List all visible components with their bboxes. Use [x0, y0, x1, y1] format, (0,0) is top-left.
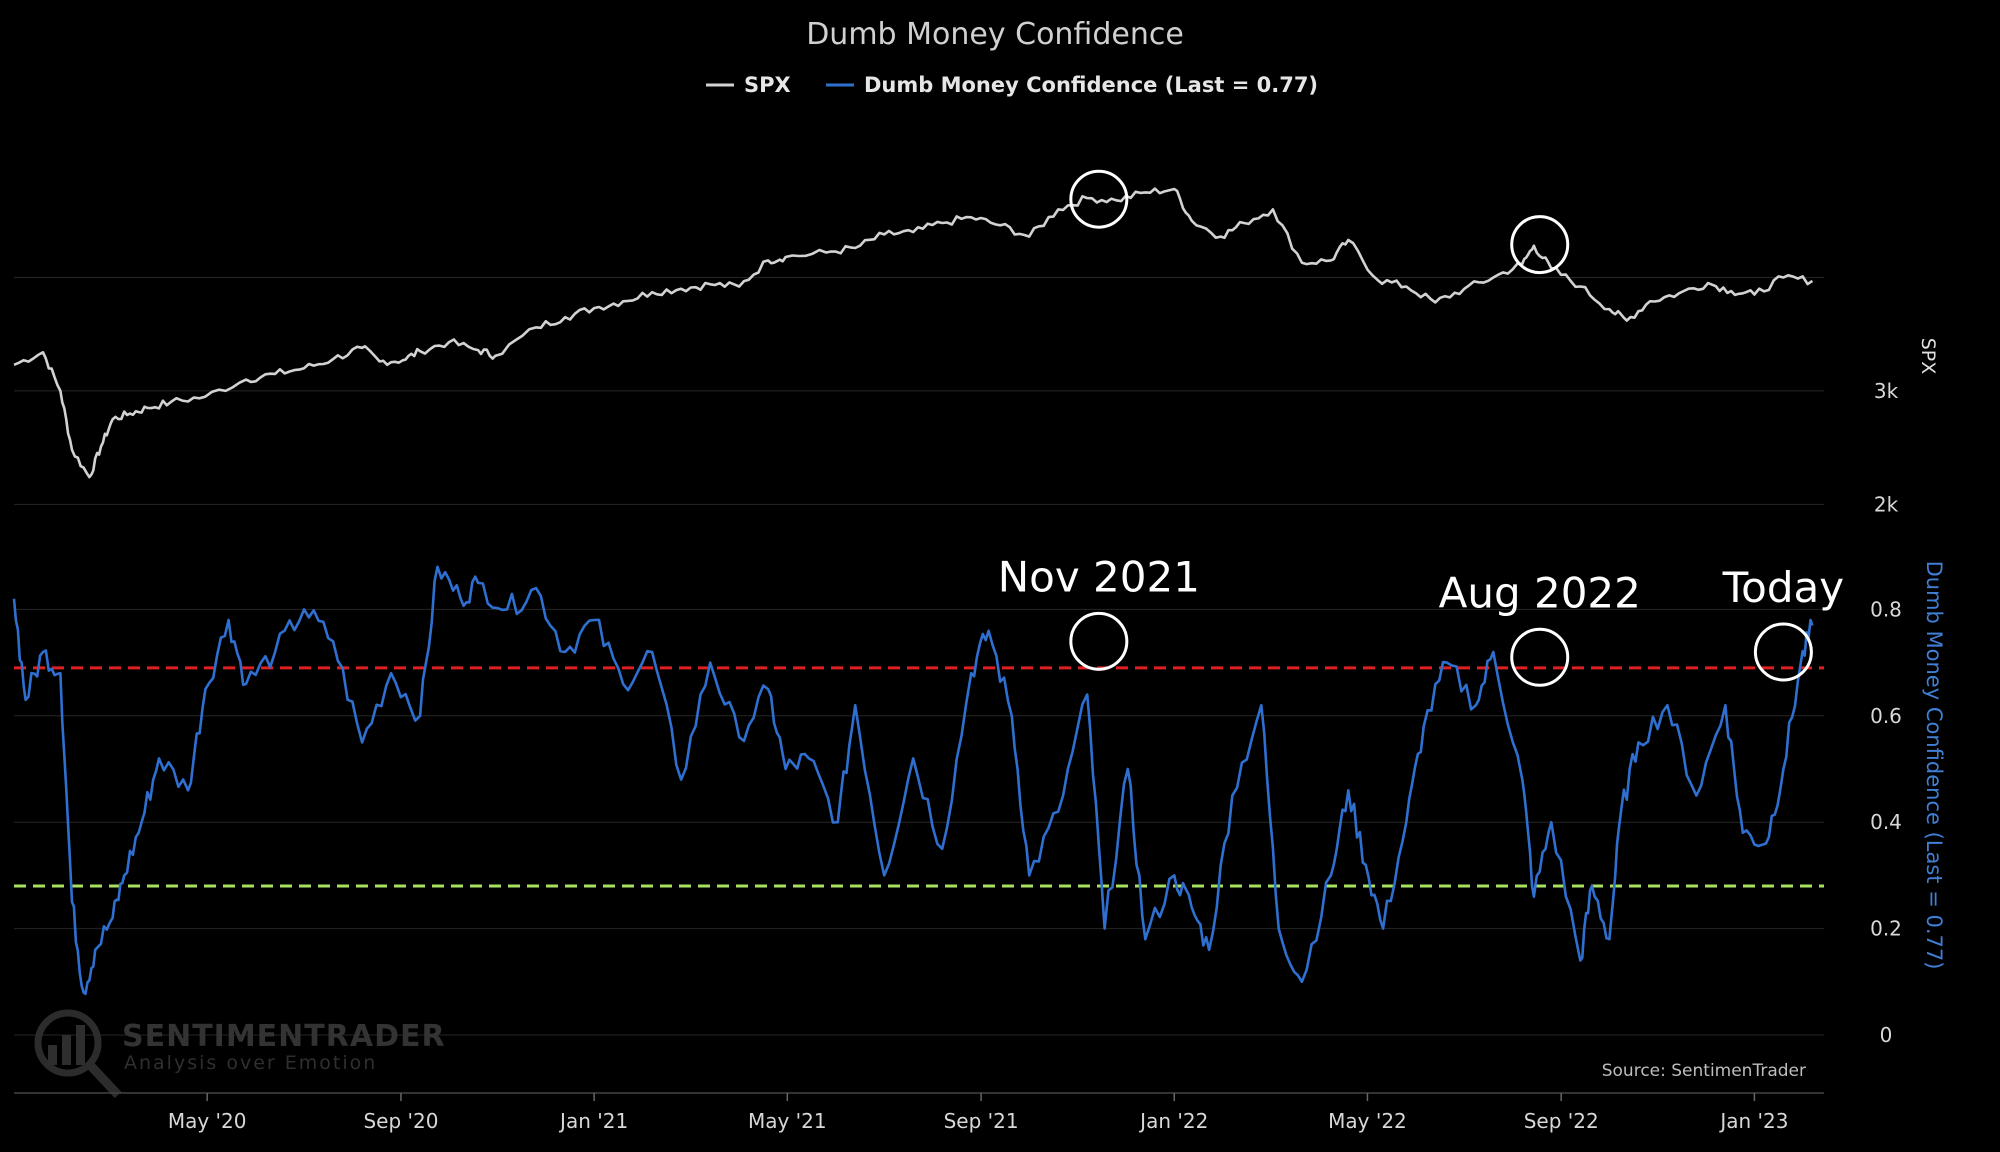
annotation-dmc-circle-1 — [1510, 627, 1570, 687]
x-tick-label-8: Jan '23 — [1718, 1109, 1788, 1133]
annotation-spx-circle-0 — [1069, 169, 1129, 229]
watermark: SENTIMENTRADER Analysis over Emotion — [34, 1009, 446, 1099]
spx-tick-label-1: 3k — [1874, 379, 1899, 403]
source-note: Source: SentimenTrader — [1602, 1061, 1806, 1081]
spx-tick-label-0: 2k — [1874, 492, 1899, 516]
x-tick-label-4: Sep '21 — [944, 1109, 1019, 1133]
spx-axis-title: SPX — [1917, 338, 1939, 375]
grid-lines — [14, 276, 1824, 1036]
spx-axis-ticks: 2k 3k — [1874, 379, 1899, 516]
dmc-tick-label-2: 0.4 — [1870, 810, 1902, 834]
watermark-magnifier-icon — [34, 1009, 102, 1077]
watermark-bar-1 — [48, 1045, 57, 1065]
watermark-bar-2 — [62, 1035, 71, 1065]
legend-entry-spx[interactable]: SPX — [744, 73, 791, 97]
x-tick-label-5: Jan '22 — [1138, 1109, 1208, 1133]
annotation-label-1: Aug 2022 — [1439, 568, 1641, 617]
annotations: Nov 2021 Aug 2022 Today — [998, 169, 1844, 687]
annotation-dmc-circle-0 — [1069, 611, 1129, 671]
dmc-tick-label-0: 0 — [1880, 1023, 1893, 1047]
x-tick-label-3: May '21 — [748, 1109, 827, 1133]
dmc-axis-title: Dumb Money Confidence (Last = 0.77) — [1922, 561, 1946, 970]
x-tick-label-7: Sep '22 — [1524, 1109, 1599, 1133]
x-tick-label-2: Jan '21 — [558, 1109, 628, 1133]
annotation-label-0: Nov 2021 — [998, 552, 1200, 601]
annotation-spx-circle-1 — [1510, 215, 1570, 275]
watermark-bar-3 — [76, 1025, 85, 1065]
dmc-tick-label-1: 0.2 — [1870, 917, 1902, 941]
x-tick-label-0: May '20 — [168, 1109, 247, 1133]
legend: SPX Dumb Money Confidence (Last = 0.77) — [706, 73, 1318, 97]
watermark-magnifier-handle — [86, 1061, 122, 1099]
annotation-label-2: Today — [1722, 563, 1844, 612]
watermark-brand: SENTIMENTRADER — [122, 1019, 446, 1054]
watermark-tagline: Analysis over Emotion — [124, 1052, 377, 1074]
x-axis-ticks: May '20 Sep '20 Jan '21 May '21 Sep '21 Jan '… — [168, 1093, 1788, 1133]
legend-entry-dmc[interactable]: Dumb Money Confidence (Last = 0.77) — [864, 73, 1318, 97]
x-tick-label-1: Sep '20 — [363, 1109, 438, 1133]
spx-series-line — [13, 187, 1814, 479]
annotation-dmc-circle-2 — [1753, 622, 1813, 682]
dmc-tick-label-3: 0.6 — [1870, 704, 1902, 728]
dmc-tick-label-4: 0.8 — [1870, 597, 1902, 621]
dmc-series-line — [12, 565, 1814, 996]
dmc-axis-ticks: 0 0.2 0.4 0.6 0.8 — [1870, 597, 1902, 1047]
chart-title: Dumb Money Confidence — [806, 17, 1184, 52]
x-tick-label-6: May '22 — [1328, 1109, 1407, 1133]
